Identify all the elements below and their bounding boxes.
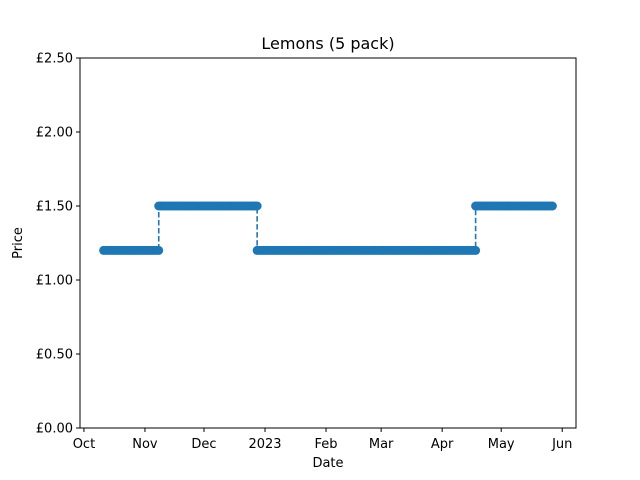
x-tick-label: Mar — [369, 437, 394, 452]
y-tick-label: £0.00 — [36, 422, 73, 437]
x-tick-label: May — [488, 437, 515, 452]
y-tick-label: £2.00 — [36, 126, 73, 141]
plot-frame — [79, 57, 577, 429]
y-tick-label: £1.00 — [36, 274, 73, 289]
y-axis-label: Price — [11, 227, 26, 259]
x-tick-label: Feb — [315, 437, 338, 452]
data-point — [154, 245, 164, 255]
plot-area — [99, 201, 557, 255]
x-tick-label: Nov — [132, 437, 158, 452]
x-tick-label: Apr — [431, 437, 454, 452]
series-line — [103, 205, 553, 252]
chart-title: Lemons (5 pack) — [261, 34, 394, 53]
x-axis: Oct Nov Dec 2023 Feb Mar Apr May Jun — [73, 428, 572, 452]
x-tick-label: Dec — [191, 437, 216, 452]
data-point — [471, 245, 481, 255]
x-tick-label: 2023 — [248, 437, 281, 452]
x-tick-label: Jun — [551, 437, 572, 452]
y-tick-label: £0.50 — [36, 348, 73, 363]
x-tick-label: Oct — [73, 437, 95, 452]
data-point — [547, 201, 557, 211]
y-axis: £0.00 £0.50 £1.00 £1.50 £2.00 £2.50 — [36, 52, 80, 437]
y-tick-label: £2.50 — [36, 52, 73, 67]
y-tick-label: £1.50 — [36, 200, 73, 215]
x-axis-label: Date — [312, 456, 343, 471]
data-point — [252, 201, 262, 211]
